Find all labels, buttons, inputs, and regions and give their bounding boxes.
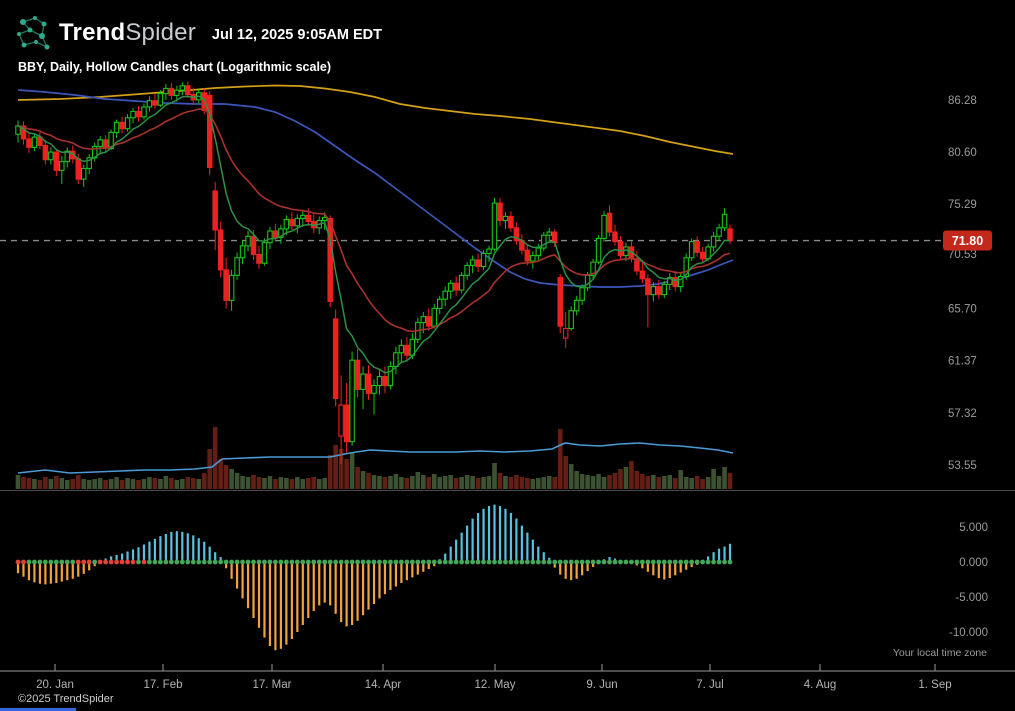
copyright-label: ©2025 TrendSpider (18, 693, 114, 705)
volume-layer (15, 427, 733, 489)
x-tick-label: 14. Apr (365, 679, 402, 691)
volume-ma (17, 442, 734, 474)
trendspider-logo-icon (17, 16, 50, 50)
ema-21-line (17, 108, 731, 333)
price-axis-label: 57.32 (948, 408, 977, 420)
x-tick-label: 7. Jul (696, 679, 724, 691)
header-datetime: Jul 12, 2025 9:05AM EDT (211, 27, 382, 43)
x-tick-label: 4. Aug (804, 679, 837, 691)
price-axis-label: 53.55 (948, 460, 977, 472)
header: TrendSpider Jul 12, 2025 9:05AM EDT (13, 13, 382, 53)
price-axis-label: 86.28 (948, 95, 977, 107)
candles-layer (15, 81, 733, 465)
loading-strip (0, 708, 76, 711)
brand-trend: Trend (59, 19, 126, 46)
price-axis-label: 65.70 (948, 303, 977, 315)
oscillator-axis-label: 0.000 (959, 557, 988, 569)
oscillator-signal-dots (15, 559, 733, 565)
oscillator-layer (16, 504, 732, 651)
oscillator-axis-label: -5.000 (955, 592, 988, 604)
oscillator-axis-label: 5.000 (959, 522, 988, 534)
x-tick-label: 17. Feb (144, 679, 183, 691)
timezone-note: Your local time zone (892, 647, 987, 659)
current-price-label: 71.80 (952, 234, 983, 248)
x-tick-label: 20. Jan (36, 679, 74, 691)
brand-spider: Spider (125, 19, 196, 46)
chart-title: BBY, Daily, Hollow Candles chart (Logari… (18, 60, 332, 74)
price-axis-label: 75.29 (948, 199, 977, 211)
x-tick-label: 1. Sep (918, 679, 951, 691)
price-axis[interactable]: 86.28 80.60 75.29 70.53 65.70 61.37 57.32 53.55 (948, 95, 977, 472)
price-axis-label: 80.60 (948, 147, 977, 159)
price-axis-label: 61.37 (948, 356, 977, 368)
ema-21 (17, 108, 731, 333)
current-price-badge: 71.80 (943, 230, 992, 251)
x-tick-label: 17. Mar (253, 679, 292, 691)
brand: TrendSpider (59, 19, 196, 47)
oscillator-axis-label: -10.000 (949, 627, 988, 639)
x-tick-label: 9. Jun (586, 679, 617, 691)
ema-8 (17, 95, 731, 374)
ema-8-line (17, 95, 731, 374)
volume-ma-line (17, 442, 734, 474)
x-tick-label: 12. May (475, 679, 516, 691)
oscillator-axis: 5.000 0.000 -5.000 -10.000 (949, 522, 988, 639)
axes-layer: 20. Jan 17. Feb 17. Mar 14. Apr 12. May 9. Ju… (0, 490, 1015, 691)
price-axis-label: 70.53 (948, 249, 977, 261)
